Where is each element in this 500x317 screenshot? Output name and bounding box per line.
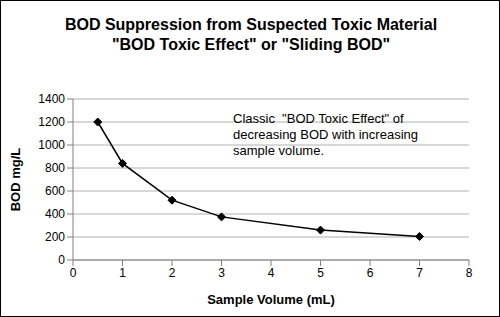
svg-text:3: 3 bbox=[218, 266, 225, 280]
svg-text:0: 0 bbox=[70, 266, 77, 280]
svg-text:6: 6 bbox=[367, 266, 374, 280]
svg-text:1200: 1200 bbox=[38, 115, 65, 129]
svg-text:4: 4 bbox=[268, 266, 275, 280]
svg-text:1: 1 bbox=[119, 266, 126, 280]
html-text:"BOD Toxic Effect" or "Sliding: "BOD Toxic Effect" or "Sliding BOD" bbox=[112, 36, 390, 53]
html-text:sample volume.: sample volume. bbox=[233, 143, 324, 158]
svg-text:600: 600 bbox=[45, 184, 65, 198]
svg-text:Sample Volume (mL): Sample Volume (mL) bbox=[207, 292, 335, 307]
svg-text:1000: 1000 bbox=[38, 138, 65, 152]
svg-text:1400: 1400 bbox=[38, 92, 65, 106]
svg-text:800: 800 bbox=[45, 161, 65, 175]
html-text:BOD Suppression from Suspected: BOD Suppression from Suspected Toxic Mat… bbox=[64, 16, 438, 33]
svg-text:0: 0 bbox=[58, 253, 65, 267]
html-text:Classic "BOD Toxic Effect" of: Classic "BOD Toxic Effect" of bbox=[233, 111, 404, 126]
svg-text:BOD mg/L: BOD mg/L bbox=[8, 148, 23, 212]
svg-text:400: 400 bbox=[45, 207, 65, 221]
svg-text:7: 7 bbox=[416, 266, 423, 280]
svg-text:8: 8 bbox=[466, 266, 473, 280]
svg-text:5: 5 bbox=[317, 266, 324, 280]
svg-text:2: 2 bbox=[169, 266, 176, 280]
svg-text:200: 200 bbox=[45, 230, 65, 244]
html-text:decreasing BOD with increasing: decreasing BOD with increasing bbox=[233, 127, 418, 142]
